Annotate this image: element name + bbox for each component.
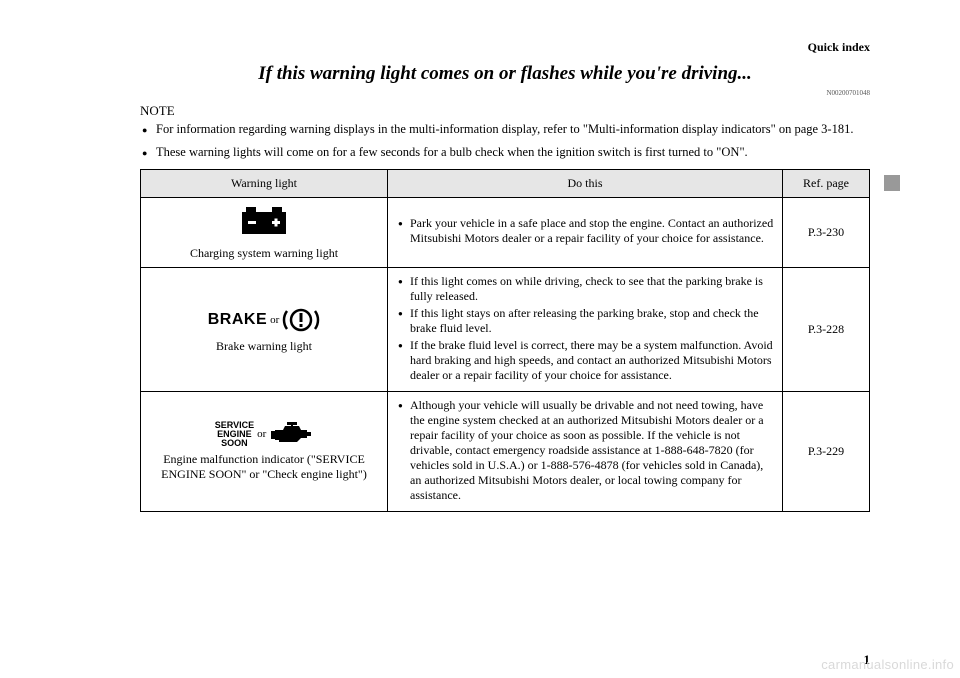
icon-caption: Engine malfunction indicator ("SERVICE E… <box>149 452 379 482</box>
do-this-cell: Although your vehicle will usually be dr… <box>388 391 783 511</box>
do-this-cell: If this light comes on while driving, ch… <box>388 267 783 391</box>
service-engine-soon-text-icon: SERVICE ENGINE SOON <box>215 421 254 448</box>
note-list: For information regarding warning displa… <box>140 121 870 161</box>
do-item: If this light comes on while driving, ch… <box>410 274 774 304</box>
section-header: Quick index <box>140 40 870 55</box>
icon-caption: Charging system warning light <box>149 246 379 261</box>
table-row: BRAKE or Brake warning light <box>141 267 870 391</box>
do-this-cell: Park your vehicle in a safe place and st… <box>388 197 783 267</box>
col-header-light: Warning light <box>141 169 388 197</box>
watermark-text: carmanualsonline.info <box>821 657 954 672</box>
ref-page-cell: P.3-228 <box>783 267 870 391</box>
warning-light-cell: BRAKE or Brake warning light <box>141 267 388 391</box>
do-item: If the brake fluid level is correct, the… <box>410 338 774 383</box>
icon-caption: Brake warning light <box>149 339 379 354</box>
note-item: For information regarding warning displa… <box>156 121 870 138</box>
or-label: or <box>257 428 266 440</box>
note-heading: NOTE <box>140 103 870 119</box>
warning-light-cell: SERVICE ENGINE SOON or En <box>141 391 388 511</box>
table-row: Charging system warning light Park your … <box>141 197 870 267</box>
col-header-do: Do this <box>388 169 783 197</box>
ref-page-cell: P.3-229 <box>783 391 870 511</box>
table-row: SERVICE ENGINE SOON or En <box>141 391 870 511</box>
do-item: Park your vehicle in a safe place and st… <box>410 216 774 246</box>
do-item: If this light stays on after releasing t… <box>410 306 774 336</box>
check-engine-icon <box>269 420 313 448</box>
warning-table: Warning light Do this Ref. page Ch <box>140 169 870 512</box>
note-item: These warning lights will come on for a … <box>156 144 870 161</box>
brake-circle-icon <box>282 305 320 335</box>
or-label: or <box>270 314 279 326</box>
brake-text-icon: BRAKE <box>208 311 267 329</box>
table-header-row: Warning light Do this Ref. page <box>141 169 870 197</box>
do-item: Although your vehicle will usually be dr… <box>410 398 774 503</box>
warning-light-cell: Charging system warning light <box>141 197 388 267</box>
battery-icon <box>234 204 294 238</box>
manual-page: Quick index If this warning light comes … <box>0 0 960 532</box>
ref-page-cell: P.3-230 <box>783 197 870 267</box>
page-tab-marker <box>884 175 900 191</box>
page-title: If this warning light comes on or flashe… <box>140 63 870 85</box>
col-header-ref: Ref. page <box>783 169 870 197</box>
document-id: N00200701048 <box>140 89 870 97</box>
